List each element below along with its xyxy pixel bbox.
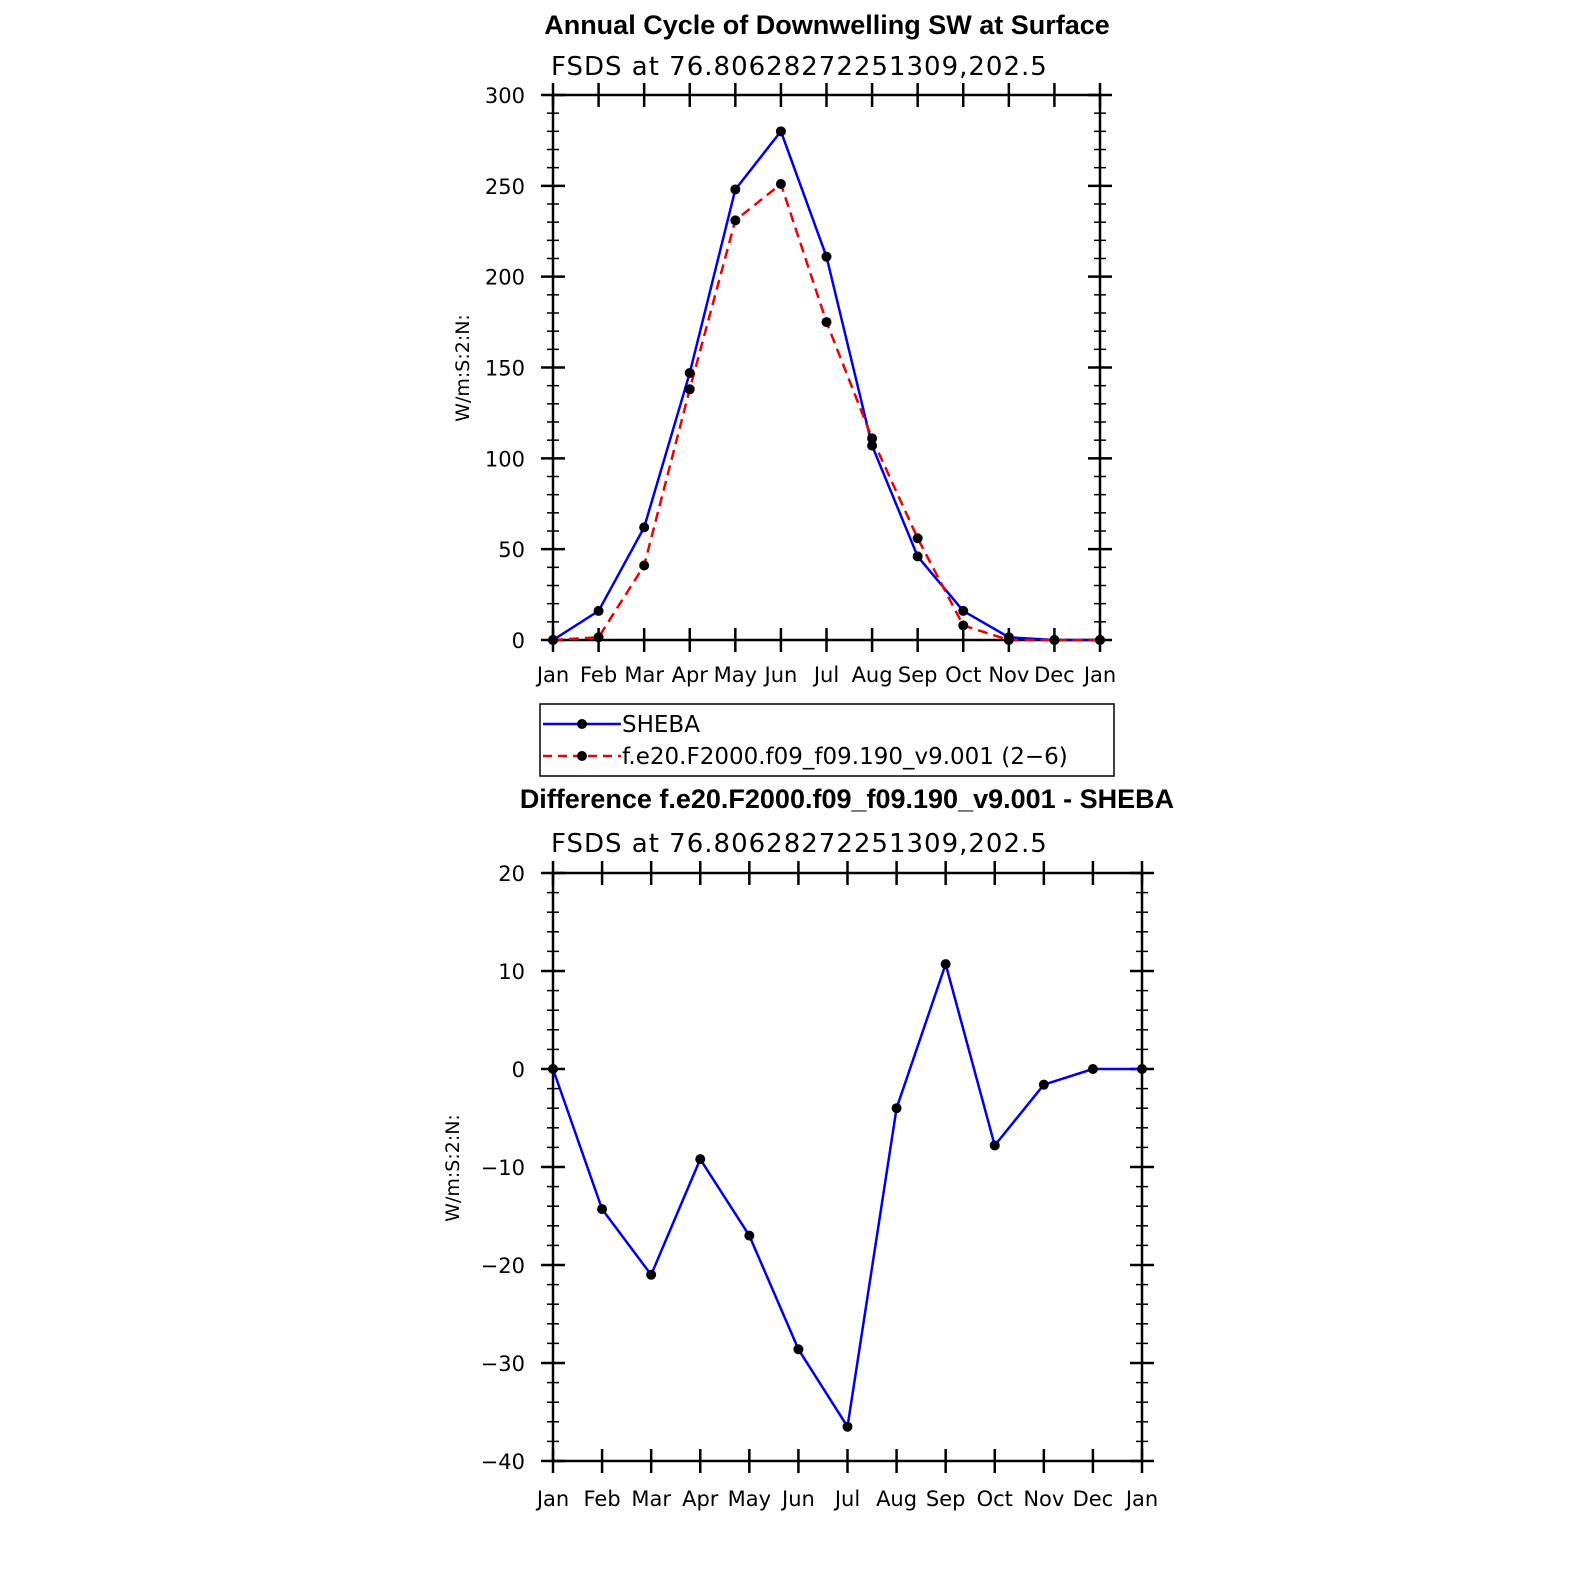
- top-xtick-label: Nov: [988, 663, 1029, 687]
- top-series-1-point: [684, 384, 695, 395]
- top-ytick-label: 250: [485, 175, 525, 199]
- top-chart-frame: [551, 93, 1102, 642]
- top-chart-title: Annual Cycle of Downwelling SW at Surfac…: [544, 10, 1110, 40]
- bottom-chart: Difference f.e20.F2000.f09_f09.190_v9.00…: [442, 784, 1174, 1511]
- bottom-series-0-point: [744, 1230, 755, 1241]
- top-series-0-point: [684, 367, 695, 378]
- top-xtick-label: Jul: [812, 663, 839, 687]
- bottom-series-0-point: [1087, 1064, 1098, 1074]
- legend-marker-model: [577, 751, 587, 761]
- top-ytick-label: 50: [498, 538, 525, 562]
- top-series-1-point: [775, 179, 786, 190]
- legend-label-model: f.e20.F2000.f09_f09.190_v9.001 (2−6): [622, 744, 1068, 770]
- bottom-series-0-point: [695, 1154, 706, 1165]
- top-series-1-point: [912, 533, 923, 544]
- legend-label-sheba: SHEBA: [622, 712, 700, 738]
- bottom-chart-subtitle: FSDS at 76.80628272251309,202.5: [551, 829, 1048, 859]
- legend-marker-sheba: [577, 719, 587, 729]
- top-series-0-point: [821, 251, 832, 262]
- top-chart-ylabel: W/m:S:2:N:: [452, 314, 474, 422]
- top-series-1-point: [1049, 635, 1060, 645]
- bottom-xtick-label: Oct: [977, 1487, 1013, 1511]
- bottom-series-0-point: [891, 1103, 902, 1114]
- bottom-ytick-label: 20: [498, 862, 525, 886]
- bottom-series-0-point: [1137, 1064, 1147, 1074]
- top-series-1-point: [593, 632, 604, 643]
- top-chart-subtitle: FSDS at 76.80628272251309,202.5: [551, 52, 1048, 82]
- top-series-1-point: [548, 635, 558, 645]
- bottom-ytick-label: −40: [481, 1450, 525, 1474]
- top-xtick-label: Jan: [535, 663, 569, 687]
- bottom-chart-ylabel: W/m:S:2:N:: [442, 1114, 464, 1222]
- top-series-0-point: [958, 605, 969, 616]
- top-xtick-label: May: [714, 663, 757, 687]
- top-series-0-point: [639, 522, 650, 533]
- bottom-series-0-point: [940, 959, 951, 970]
- bottom-xtick-label: Dec: [1073, 1487, 1114, 1511]
- top-ytick-label: 200: [485, 266, 525, 290]
- top-series-0-point: [593, 605, 604, 616]
- bottom-xtick-label: Jan: [1124, 1487, 1158, 1511]
- top-xtick-label: Jun: [763, 663, 798, 687]
- bottom-series-0-point: [646, 1269, 657, 1280]
- top-xtick-label: Dec: [1034, 663, 1075, 687]
- top-xtick-label: Aug: [852, 663, 893, 687]
- bottom-series-0-point: [842, 1421, 853, 1432]
- top-series-1-point: [730, 215, 741, 226]
- bottom-series-0-point: [793, 1344, 804, 1355]
- top-series-1-point: [1003, 635, 1014, 645]
- bottom-chart-series: [548, 959, 1147, 1432]
- bottom-ytick-label: 0: [512, 1058, 525, 1082]
- bottom-ytick-label: −10: [481, 1156, 525, 1180]
- bottom-xtick-label: Jun: [780, 1487, 815, 1511]
- legend-box: [539, 703, 1115, 777]
- bottom-xtick-label: May: [728, 1487, 771, 1511]
- top-chart-axes: 0 50 100 150 200 250 300 Jan Feb Mar Apr May Jun Jul A…: [485, 83, 1116, 687]
- bottom-series-0-point: [597, 1204, 608, 1215]
- top-ytick-label: 150: [485, 357, 525, 381]
- bottom-chart-title: Difference f.e20.F2000.f09_f09.190_v9.00…: [520, 784, 1174, 814]
- top-ytick-label: 0: [512, 629, 525, 653]
- bottom-xtick-label: Aug: [876, 1487, 917, 1511]
- bottom-ytick-label: −30: [481, 1352, 525, 1376]
- bottom-series-0-point: [1038, 1079, 1049, 1090]
- top-ytick-label: 300: [485, 84, 525, 108]
- bottom-xtick-label: Nov: [1023, 1487, 1064, 1511]
- bottom-series-0-point: [989, 1140, 1000, 1151]
- top-series-1-point: [1095, 635, 1105, 645]
- bottom-xtick-label: Sep: [926, 1487, 966, 1511]
- bottom-series-line-0: [551, 962, 1142, 1428]
- bottom-chart-frame: [551, 871, 1144, 1463]
- top-chart-series: [548, 126, 1105, 645]
- bottom-xtick-label: Apr: [682, 1487, 719, 1511]
- top-series-0-point: [775, 126, 786, 137]
- top-xtick-label: Apr: [672, 663, 709, 687]
- bottom-ytick-label: −20: [481, 1254, 525, 1278]
- top-ytick-label: 100: [485, 447, 525, 471]
- top-series-0-point: [867, 440, 878, 451]
- top-xtick-label: Mar: [624, 663, 664, 687]
- bottom-xtick-label: Feb: [583, 1487, 620, 1511]
- top-xtick-label: Sep: [898, 663, 938, 687]
- bottom-xtick-label: Mar: [631, 1487, 671, 1511]
- bottom-xtick-label: Jul: [833, 1487, 860, 1511]
- top-chart: Annual Cycle of Downwelling SW at Surfac…: [452, 10, 1116, 687]
- top-xtick-label: Jan: [1082, 663, 1116, 687]
- top-series-0-point: [730, 184, 741, 195]
- legend: SHEBA f.e20.F2000.f09_f09.190_v9.001 (2−…: [539, 703, 1115, 777]
- bottom-ytick-label: 10: [498, 960, 525, 984]
- bottom-xtick-label: Jan: [535, 1487, 569, 1511]
- top-series-1-point: [821, 317, 832, 328]
- top-series-1-point: [958, 620, 969, 631]
- top-xtick-label: Feb: [580, 663, 617, 687]
- top-xtick-label: Oct: [945, 663, 981, 687]
- top-series-line-0: [552, 130, 1100, 642]
- bottom-chart-axes: −40 −30 −20 −10 0 10 20 Jan Feb Mar Apr May Jun Jul Au…: [481, 861, 1158, 1511]
- top-series-1-point: [867, 433, 878, 444]
- top-series-0-point: [912, 551, 923, 562]
- bottom-series-0-point: [548, 1064, 558, 1074]
- top-series-1-point: [639, 560, 650, 571]
